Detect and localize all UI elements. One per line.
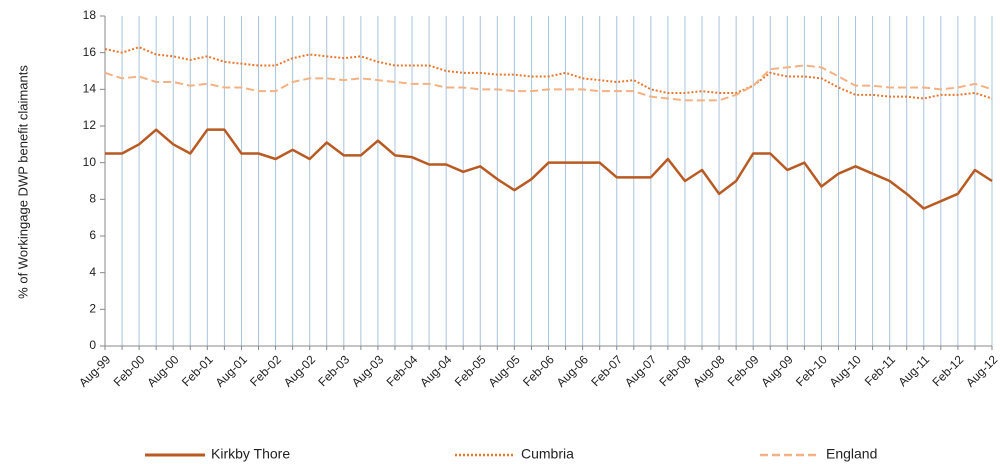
x-tick-label: Feb-12 (929, 352, 966, 389)
series-line (104, 64, 993, 102)
x-tick-label: Aug-03 (349, 352, 386, 389)
x-tick-label: Feb-09 (725, 352, 762, 389)
y-tick-label: 6 (89, 228, 96, 242)
x-tick-label: Feb-03 (315, 352, 352, 389)
series-line (105, 128, 993, 210)
x-tick-label: Aug-06 (554, 352, 591, 389)
x-tick-label: Aug-99 (76, 352, 113, 389)
y-tick-label: 14 (83, 82, 97, 96)
x-tick-label: Feb-08 (657, 352, 694, 389)
x-tick-label: Feb-02 (247, 352, 284, 389)
x-tick-label: Aug-08 (690, 352, 727, 389)
y-tick-label: 4 (89, 265, 96, 279)
x-tick-label: Aug-05 (485, 352, 522, 389)
y-axis-title: % of Workingage DWP benefit claimants (15, 65, 30, 299)
y-tick-label: 12 (83, 118, 97, 132)
series-line (104, 46, 993, 100)
y-tick-label: 8 (89, 192, 96, 206)
x-tick-label: Aug-12 (963, 352, 1000, 389)
x-tick-label: Aug-11 (895, 352, 932, 389)
legend-label: Cumbria (521, 446, 574, 462)
y-tick-label: 0 (89, 338, 96, 352)
y-tick-label: 10 (83, 155, 97, 169)
x-tick-label: Feb-01 (179, 352, 216, 389)
x-tick-label: Feb-07 (588, 352, 625, 389)
x-tick-label: Feb-05 (452, 352, 489, 389)
legend-label: England (826, 446, 877, 462)
x-tick-label: Aug-04 (417, 352, 454, 389)
y-tick-label: 16 (83, 45, 97, 59)
x-tick-label: Feb-10 (793, 352, 830, 389)
x-tick-label: Feb-06 (520, 352, 557, 389)
x-tick-label: Aug-10 (827, 352, 864, 389)
y-tick-label: 18 (83, 8, 97, 22)
x-tick-label: Feb-04 (384, 352, 421, 389)
x-tick-label: Aug-00 (144, 352, 181, 389)
x-tick-label: Aug-07 (622, 352, 659, 389)
x-tick-label: Aug-01 (213, 352, 250, 389)
x-tick-label: Feb-11 (862, 352, 898, 388)
legend-label: Kirkby Thore (211, 446, 290, 462)
x-tick-label: Aug-02 (281, 352, 318, 389)
x-tick-label: Aug-09 (758, 352, 795, 389)
x-tick-label: Feb-00 (111, 352, 148, 389)
y-tick-label: 2 (89, 302, 96, 316)
